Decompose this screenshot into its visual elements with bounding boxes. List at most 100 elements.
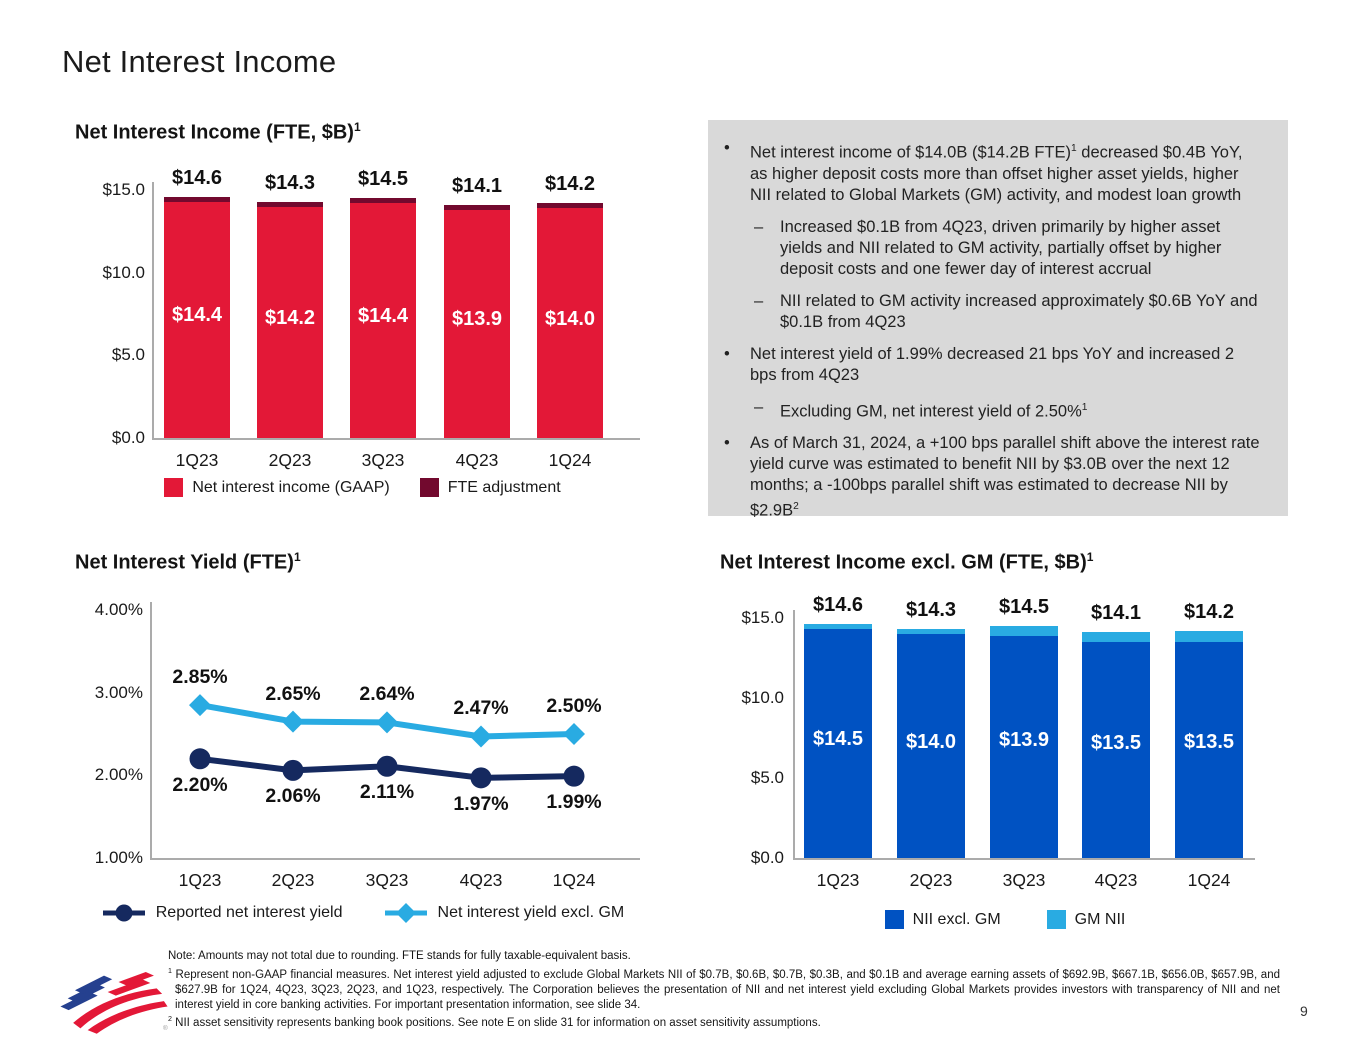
x-axis-category-label: 4Q23: [1094, 870, 1138, 890]
x-axis-category-label: 2Q23: [909, 870, 953, 890]
x-axis-line: [150, 858, 640, 860]
legend-swatch-icon: [884, 910, 904, 929]
chart-nii-fte-title: Net Interest Income (FTE, $B)1: [75, 120, 361, 145]
bar-segment-gm-nii: [990, 626, 1058, 636]
y-axis-line: [793, 610, 795, 858]
x-axis-line: [793, 858, 1255, 860]
data-point-diamond-icon: [563, 722, 585, 745]
bar-segment-nii-excl-gm: [804, 629, 872, 858]
bar-segment-nii-excl-gm: [1082, 641, 1150, 858]
y-axis-tick-label: $0.0: [750, 848, 784, 867]
chart-yield-plot: 4.00% 3.00% 2.00% 1.00% 1Q23 2Q23 3Q23 4Q23 1Q24…: [75, 548, 650, 948]
data-point-label: 2.47%: [453, 697, 509, 720]
commentary-box: • Net interest income of $14.0B ($14.2B F…: [708, 120, 1288, 520]
footnotes: Note: Amounts may not total due to round…: [168, 949, 1280, 1031]
y-axis-tick-label: $10.0: [102, 262, 145, 282]
stacked-bar-2q23: [897, 629, 965, 858]
data-point-label: 2.20%: [172, 773, 228, 796]
data-point-label: 2.06%: [265, 785, 321, 808]
chart-nii-excl-gm-title: Net Interest Income excl. GM (FTE, $B)1: [720, 550, 1093, 575]
footnote-1: 1 Represent non-GAAP financial measures.…: [168, 966, 1280, 1011]
legend-label: NII excl. GM: [912, 910, 1001, 928]
page-number: 9: [1300, 1003, 1308, 1019]
data-point-label: 2.11%: [359, 781, 415, 804]
bullet-text: As of March 31, 2024, a +100 bps paralle…: [750, 434, 1260, 520]
stacked-bar-4q23: [1082, 632, 1150, 858]
stacked-bar-1q23: [164, 196, 230, 438]
chart-yield-legend: Reported net interest yield Net interest …: [75, 902, 650, 924]
legend-item: Reported net interest yield: [101, 902, 343, 924]
superscript: 1: [1071, 143, 1077, 154]
y-axis-tick-label: $5.0: [750, 768, 784, 787]
legend-line-marker-icon: [102, 904, 145, 922]
x-axis-category-label: 2Q23: [271, 870, 315, 890]
bar-value-label: $14.5: [812, 728, 864, 751]
bullet-marker: •: [724, 434, 730, 452]
x-axis-category-label: 1Q24: [552, 870, 596, 890]
bar-value-label: $14.0: [544, 307, 596, 330]
chart-title-text: Net Interest Income excl. GM (FTE, $B): [720, 551, 1087, 574]
data-point-label: 2.85%: [172, 666, 228, 689]
bar-segment-gm-nii: [804, 624, 872, 630]
bank-of-america-flag-icon: ®: [60, 972, 168, 1034]
y-axis-tick-label: 4.00%: [94, 599, 143, 619]
bar-total-label: $14.2: [1183, 600, 1235, 623]
chart-title-text: Net Interest Yield (FTE): [75, 551, 294, 574]
bar-segment-fte-adjustment: [257, 201, 323, 207]
svg-text:®: ®: [163, 1024, 168, 1032]
data-point-circle-icon: [470, 767, 492, 789]
y-axis-tick-label: $10.0: [741, 688, 784, 707]
stacked-bar-1q24: [537, 203, 603, 438]
slide-title: Net Interest Income: [62, 44, 337, 79]
bullet-marker: •: [724, 344, 730, 363]
bullet: • As of March 31, 2024, a +100 bps parall…: [724, 433, 1264, 522]
dash-marker: –: [754, 291, 764, 310]
chart-nii-fte-legend: Net interest income (GAAP) FTE adjustment: [75, 478, 650, 497]
bullet-text: NII related to GM activity increased app…: [780, 291, 1258, 331]
legend-label: Reported net interest yield: [155, 904, 343, 921]
data-point-diamond-icon: [189, 694, 211, 717]
bar-segment-net-interest-income-gaap-: [537, 208, 603, 438]
bar-total-label: $14.5: [357, 168, 409, 191]
bar-value-label: $14.4: [171, 304, 223, 327]
bar-total-label: $14.6: [171, 166, 223, 189]
chart-title-superscript: 1: [353, 120, 361, 134]
y-axis-tick-label: 1.00%: [94, 848, 143, 867]
bar-total-label: $14.6: [812, 594, 864, 617]
x-axis-category-label: 1Q24: [1187, 870, 1231, 890]
stacked-bar-3q23: [990, 626, 1058, 858]
x-axis-line: [152, 438, 640, 440]
chart-nii-fte-plot: $15.0 $10.0 $5.0 $0.0 1Q23 2Q23 3Q23 4Q23 1Q24 $1…: [75, 118, 650, 518]
bar-value-label: $14.0: [905, 730, 957, 753]
data-point-circle-icon: [376, 755, 398, 777]
bar-segment-gm-nii: [897, 629, 965, 635]
y-axis-tick-label: $15.0: [102, 180, 145, 199]
bar-segment-nii-excl-gm: [990, 635, 1058, 858]
footnote-superscript: 2: [168, 1015, 172, 1024]
stacked-bar-4q23: [444, 204, 510, 438]
data-point-diamond-icon: [470, 725, 492, 748]
y-axis-tick-label: 2.00%: [94, 765, 143, 785]
footnote-note: Note: Amounts may not total due to round…: [168, 950, 631, 962]
data-point-diamond-icon: [376, 711, 398, 734]
chart-nii-excl-gm: Net Interest Income excl. GM (FTE, $B)1 …: [720, 548, 1290, 948]
bullet-text: Excluding GM, net interest yield of 2.50…: [780, 401, 1088, 421]
legend-label: FTE adjustment: [447, 478, 561, 496]
bullet: • Net interest income of $14.0B ($14.2B F…: [724, 138, 1264, 206]
legend-item: FTE adjustment: [419, 478, 561, 497]
bar-segment-gm-nii: [1082, 632, 1150, 642]
y-axis-line: [150, 602, 152, 858]
stacked-bar-1q23: [804, 624, 872, 858]
data-point-diamond-icon: [282, 710, 304, 733]
legend-label: Net interest income (GAAP): [192, 478, 390, 496]
data-point-label: 1.97%: [453, 792, 509, 815]
data-point-circle-icon: [282, 759, 304, 781]
x-axis-category-label: 4Q23: [459, 870, 503, 890]
stacked-bar-2q23: [257, 201, 323, 438]
bar-total-label: $14.1: [1090, 602, 1142, 625]
bar-segment-nii-excl-gm: [1175, 641, 1243, 858]
bar-segment-fte-adjustment: [164, 196, 230, 202]
bank-of-america-logo: ®: [55, 970, 173, 1034]
x-axis-category-label: 1Q23: [178, 870, 222, 890]
